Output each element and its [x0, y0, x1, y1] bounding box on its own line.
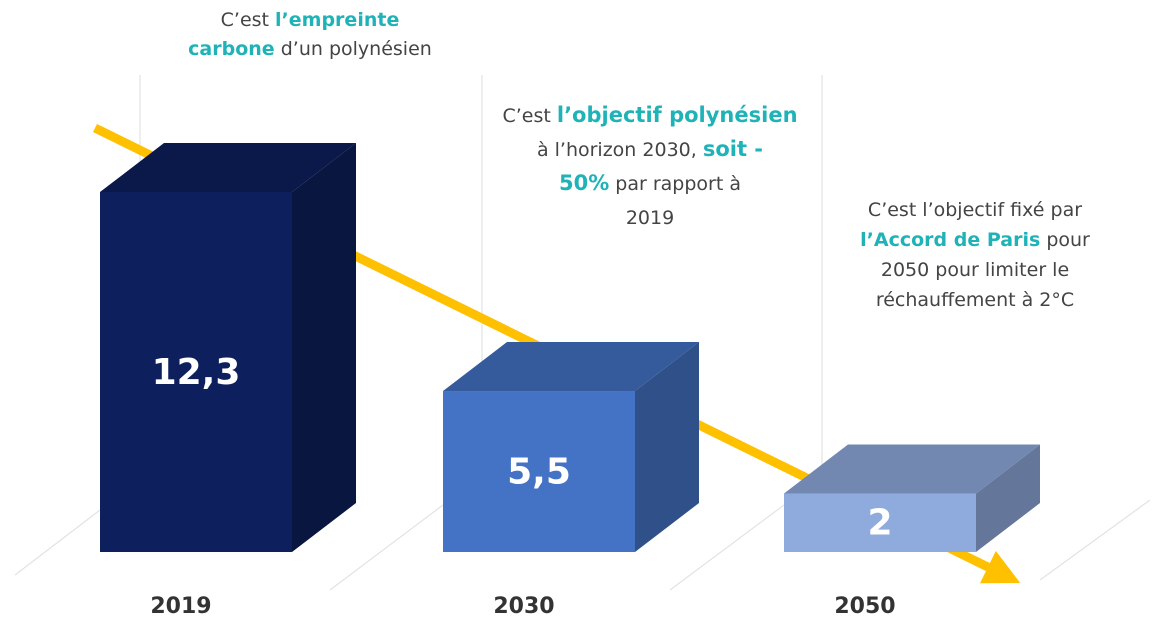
bar-top — [100, 143, 356, 192]
annotation-text: C’est — [502, 105, 556, 127]
bar — [100, 192, 292, 552]
annotation-line: C’est l’empreinte — [221, 9, 400, 31]
floor-line — [329, 504, 444, 591]
value-label: 2 — [867, 503, 892, 544]
bar — [443, 391, 635, 552]
annotation-text: par rapport à — [609, 173, 741, 195]
annotation-text: 2050 pour limiter le — [881, 259, 1069, 281]
bar — [784, 493, 976, 552]
annotation-line: réchauffement à 2°C — [876, 289, 1074, 311]
annotation-line: 50% par rapport à — [559, 171, 741, 195]
annotation-line: l’Accord de Paris pour — [860, 229, 1090, 251]
annotation-text: à l’horizon 2030, — [537, 139, 703, 161]
bar-top — [443, 342, 699, 392]
annotation-highlight: l’empreinte — [275, 9, 399, 31]
annotation-highlight: carbone — [188, 38, 275, 60]
annotation-line: à l’horizon 2030, soit - — [537, 137, 763, 161]
annotation-text: d’un polynésien — [275, 38, 432, 60]
background-lines — [14, 75, 1151, 591]
x-tick-label: 2030 — [493, 594, 554, 618]
annotation-line: 2050 pour limiter le — [881, 259, 1069, 281]
floor-line — [669, 504, 785, 591]
annotation-highlight: 50% — [559, 171, 609, 195]
annotation-text: pour — [1040, 229, 1090, 251]
bar-side — [976, 444, 1040, 552]
value-label: 5,5 — [507, 452, 571, 493]
annotation-text: C’est l’objectif fixé par — [868, 199, 1082, 221]
annotation-line: 2019 — [626, 207, 674, 229]
bar-side — [635, 342, 699, 552]
annotation-text: 2019 — [626, 207, 674, 229]
value-label: 12,3 — [152, 352, 241, 393]
annotation-line: C’est l’objectif fixé par — [868, 199, 1082, 221]
x-tick-label: 2019 — [150, 594, 211, 618]
annotation-highlight: soit - — [703, 137, 763, 161]
x-tick-label: 2050 — [834, 594, 895, 618]
annotation-text: C’est — [221, 9, 275, 31]
floor-line — [14, 509, 101, 576]
annotation-line: carbone d’un polynésien — [188, 38, 432, 60]
bar-side — [292, 143, 356, 552]
bar-top — [784, 444, 1040, 494]
annotation-line: C’est l’objectif polynésien — [502, 103, 797, 127]
floor-line — [1039, 499, 1151, 581]
annotation-text: réchauffement à 2°C — [876, 289, 1074, 311]
annotation-highlight: l’Accord de Paris — [860, 229, 1040, 251]
annotation-highlight: l’objectif polynésien — [557, 103, 798, 127]
